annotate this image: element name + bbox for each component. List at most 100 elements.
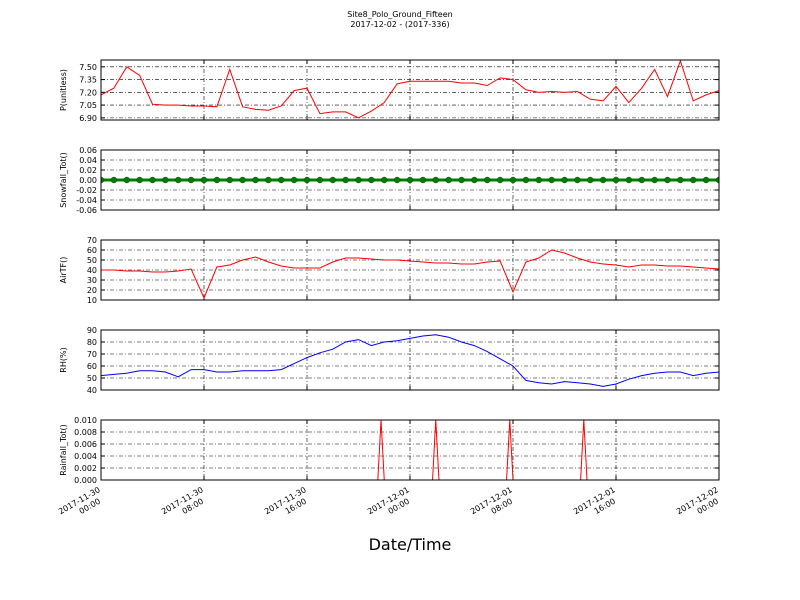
y-tick-label: -0.02 — [76, 186, 97, 195]
data-point — [368, 176, 375, 184]
data-point — [690, 176, 697, 184]
y-tick-label: 0.010 — [74, 416, 97, 425]
y-tick-label: 0.004 — [74, 452, 97, 461]
y-axis-label: Snowfall_Tot() — [59, 152, 68, 208]
y-axis-label: P(unitless) — [59, 69, 68, 111]
data-point — [496, 176, 504, 184]
data-point — [316, 176, 324, 184]
data-point — [329, 176, 336, 184]
data-line — [101, 249, 719, 300]
data-point — [149, 176, 156, 184]
data-point — [101, 176, 105, 184]
y-tick-label: 0.02 — [79, 166, 97, 175]
data-point — [651, 176, 658, 184]
data-point — [265, 176, 272, 184]
data-point — [509, 176, 517, 184]
plot-area — [101, 249, 719, 300]
data-point — [110, 176, 118, 184]
x-tick-label: 2017-12-01 16:00 — [572, 484, 624, 525]
y-tick-label: 70 — [87, 236, 97, 245]
data-point — [381, 176, 388, 184]
plot-frame — [100, 59, 720, 121]
data-point — [677, 176, 684, 184]
x-tick-label: 2017-12-02 00:00 — [675, 484, 727, 525]
data-point — [484, 176, 491, 184]
data-point — [239, 176, 246, 184]
data-point — [136, 176, 143, 184]
data-point — [664, 176, 671, 184]
plot-area — [101, 176, 719, 184]
data-point — [702, 176, 710, 184]
data-point — [638, 176, 645, 184]
x-tick-label: 2017-12-01 08:00 — [469, 484, 521, 525]
data-point — [290, 176, 298, 184]
data-point — [342, 176, 349, 184]
y-tick-label: 0.04 — [79, 156, 97, 165]
plot-area — [101, 60, 719, 119]
data-point — [213, 176, 221, 184]
y-axis-label: Rainfall_Tot() — [59, 424, 68, 476]
y-tick-label: -0.06 — [76, 206, 97, 215]
chart-subtitle: 2017-12-02 - (2017-336) — [350, 20, 449, 29]
plot-frame — [100, 329, 720, 391]
data-point — [548, 176, 555, 184]
data-point — [406, 176, 414, 184]
data-point — [162, 176, 169, 184]
y-tick-label: 7.20 — [79, 88, 97, 97]
data-point — [535, 176, 542, 184]
data-point — [393, 176, 401, 184]
data-point — [574, 176, 581, 184]
y-tick-label: 0.000 — [74, 476, 97, 485]
x-tick-label: 2017-11-30 16:00 — [263, 484, 315, 525]
x-tick-label: 2017-12-01 00:00 — [366, 484, 418, 525]
y-tick-label: 10 — [87, 296, 97, 305]
data-point — [471, 176, 478, 184]
y-tick-label: 20 — [87, 286, 97, 295]
data-point — [303, 176, 311, 184]
plot-frame — [100, 419, 720, 481]
y-tick-label: 80 — [87, 338, 97, 347]
y-tick-label: 7.35 — [79, 76, 97, 85]
y-tick-label: 30 — [87, 276, 97, 285]
data-line — [101, 60, 719, 119]
y-tick-label: 60 — [87, 246, 97, 255]
data-point — [587, 176, 594, 184]
data-point — [599, 176, 607, 184]
y-tick-label: 40 — [87, 266, 97, 275]
data-point — [200, 176, 208, 184]
plot-frame — [100, 149, 720, 211]
data-point — [123, 176, 130, 184]
y-tick-label: -0.04 — [76, 196, 97, 205]
plot-area — [101, 334, 719, 387]
x-tick-label: 2017-11-30 08:00 — [160, 484, 212, 525]
x-axis-label: Date/Time — [369, 535, 452, 554]
data-point — [226, 176, 233, 184]
y-tick-label: 50 — [87, 256, 97, 265]
data-point — [278, 176, 285, 184]
data-point — [187, 176, 195, 184]
data-point — [612, 176, 620, 184]
data-point — [419, 176, 427, 184]
y-tick-label: 0.008 — [74, 428, 97, 437]
y-tick-label: 40 — [87, 386, 97, 395]
data-point — [561, 176, 568, 184]
y-tick-label: 0.00 — [79, 176, 97, 185]
y-axis-label: AirTF() — [59, 257, 68, 284]
data-line — [101, 334, 719, 387]
data-point — [432, 176, 439, 184]
y-tick-label: 7.05 — [79, 101, 97, 110]
data-point — [175, 176, 182, 184]
y-tick-label: 50 — [87, 374, 97, 383]
data-point — [355, 176, 362, 184]
data-point — [445, 176, 452, 184]
data-line — [101, 420, 719, 480]
y-tick-label: 0.002 — [74, 464, 97, 473]
data-point — [458, 176, 465, 184]
x-tick-label: 2017-11-30 00:00 — [57, 484, 109, 525]
y-tick-label: 60 — [87, 362, 97, 371]
y-tick-label: 6.90 — [79, 114, 97, 123]
y-axis-label: RH(%) — [59, 347, 68, 372]
y-tick-label: 70 — [87, 350, 97, 359]
plot-frame — [100, 239, 720, 301]
chart-title: Site8_Polo_Ground_Fifteen — [347, 10, 452, 19]
